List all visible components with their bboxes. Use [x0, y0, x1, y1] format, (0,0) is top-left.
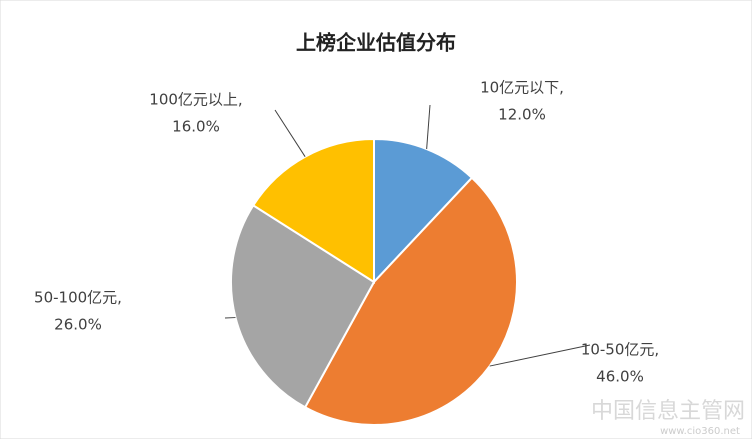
watermark-url: www.cio360.net: [660, 426, 740, 437]
pie-slice: [373, 137, 474, 285]
category-label: 100亿元以上,: [149, 91, 242, 109]
leader-line: [426, 104, 431, 150]
chart-title: 上榜企业估值分布: [296, 31, 456, 55]
leader-line: [274, 109, 306, 157]
value-label: 26.0%: [54, 316, 102, 334]
category-label: 10-50亿元,: [581, 341, 659, 359]
value-label: 46.0%: [596, 368, 644, 386]
category-label: 50-100亿元,: [34, 289, 122, 307]
value-label: 16.0%: [172, 118, 220, 136]
pie-slice: [251, 137, 375, 284]
category-label: 10亿元以下,: [480, 79, 564, 97]
watermark: 中国信息主管网: [591, 399, 745, 424]
value-label: 12.0%: [498, 106, 546, 124]
leader-line: [489, 344, 591, 367]
